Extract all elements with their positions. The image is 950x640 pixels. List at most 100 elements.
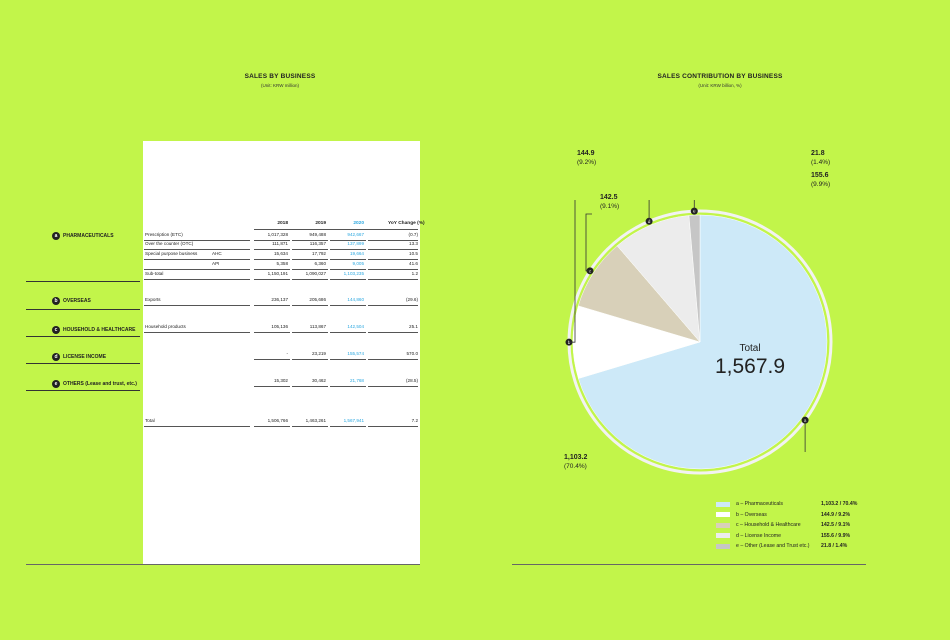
- leader-c: [585, 213, 592, 272]
- legend-label-a: a – Pharmaceuticals: [736, 501, 783, 507]
- row-6-label-rule: [144, 332, 250, 333]
- row-1-rule-3: [368, 249, 418, 250]
- callout-a-percent: (70.4%): [564, 463, 587, 470]
- legend-item-b: b – Overseas 144.9 / 9.2%: [716, 512, 850, 518]
- sales-contribution-unit: (Unit: KRW billion, %): [698, 83, 742, 88]
- callout-d-percent: (9.9%): [811, 181, 831, 188]
- row-5-yoy: (29.6): [405, 297, 418, 302]
- pie-slice-e: [688, 214, 701, 343]
- sales-by-business-title: SALES BY BUSINESS: [244, 73, 316, 80]
- callout-c-percent: (9.1%): [600, 203, 620, 210]
- row-2-label: Special purpose business: [145, 251, 198, 256]
- sales-contribution-title: SALES CONTRIBUTION BY BUSINESS: [657, 73, 783, 80]
- row-2-v2019: 17,792: [311, 251, 326, 256]
- row-9-label: Total: [145, 418, 155, 423]
- row-4-rule-0: [254, 279, 290, 280]
- leader-d: [648, 200, 650, 222]
- row-7-yoy: 570.0: [406, 351, 419, 356]
- row-2-rule-0: [254, 259, 290, 260]
- row-2-v2020: 19,664: [349, 251, 364, 256]
- row-6-rule-2: [330, 332, 366, 333]
- header-v2018: 2018: [277, 221, 288, 226]
- row-6-v2019: 113,867: [309, 324, 326, 329]
- row-4-v2020: 1,103,235: [343, 271, 364, 276]
- category-a-marker: a: [52, 232, 60, 240]
- row-7-v2019: 23,219: [311, 351, 326, 356]
- header-v2019: 2019: [315, 221, 326, 226]
- row-0-rule-0: [254, 240, 290, 241]
- row-2-label-rule: [144, 259, 250, 260]
- header-yoy: YoY Change (%): [388, 221, 425, 226]
- row-6-v2020: 142,504: [347, 324, 364, 329]
- legend-label-e: e – Other (Lease and Trust etc.): [736, 543, 810, 549]
- row-4-v2018: 1,150,191: [267, 271, 288, 276]
- legend-value-a: 1,103.2 / 70.4%: [821, 501, 858, 507]
- row-9-v2019: 1,463,261: [305, 418, 326, 423]
- pie-total-value: 1,567.9: [714, 355, 786, 378]
- row-2-sublabel: AHC: [212, 251, 222, 256]
- row-0-v2020: 942,667: [347, 232, 364, 237]
- callout-b-percent: (9.2%): [577, 159, 597, 166]
- row-9-v2020: 1,567,941: [343, 418, 364, 423]
- row-7-rule-1: [292, 359, 328, 360]
- row-1-rule-2: [330, 249, 366, 250]
- row-0-rule-1: [292, 240, 328, 241]
- row-5-rule-0: [254, 305, 290, 306]
- row-3-rule-3: [368, 269, 418, 270]
- header-v2020: 2020: [353, 221, 364, 226]
- category-b-label: OVERSEAS: [63, 298, 91, 304]
- row-3-v2018: 5,358: [276, 261, 289, 266]
- row-4-label-rule: [144, 279, 250, 280]
- row-9-rule-2: [330, 426, 366, 427]
- row-8-v2020: 21,768: [349, 378, 364, 383]
- row-8-yoy: (28.5): [405, 378, 418, 383]
- right-baseline: [512, 564, 866, 565]
- category-b: b OVERSEAS: [52, 297, 91, 305]
- legend-value-c: 142.5 / 9.1%: [821, 522, 851, 528]
- row-5-rule-1: [292, 305, 328, 306]
- row-6-v2018: 105,136: [271, 324, 288, 329]
- row-0-rule-3: [368, 240, 418, 241]
- row-4-rule-1: [292, 279, 328, 280]
- row-3-label-rule: [144, 269, 250, 270]
- row-3-v2019: 6,360: [314, 261, 327, 266]
- leader-e: [693, 200, 695, 212]
- row-1-v2018: 111,871: [272, 241, 288, 246]
- category-e: e OTHERS (Lease and trust, etc.): [52, 380, 137, 388]
- row-3-yoy: 41.6: [409, 261, 418, 266]
- row-8-rule-2: [330, 386, 366, 387]
- table-sheet: [143, 141, 420, 565]
- row-1-label: Over the counter (OTC): [145, 241, 194, 246]
- row-2-rule-1: [292, 259, 328, 260]
- pie-marker-d-dot: [645, 217, 653, 225]
- row-2-rule-2: [330, 259, 366, 260]
- pie-total-label: Total: [739, 343, 761, 354]
- row-4-rule-3: [368, 279, 418, 280]
- row-8-rule-3: [368, 386, 418, 387]
- row-1-yoy: 13.3: [409, 241, 418, 246]
- row-0-label-rule: [144, 240, 250, 241]
- row-3-rule-1: [292, 269, 328, 270]
- row-3-rule-0: [254, 269, 290, 270]
- pie-marker-d-letter: d: [648, 219, 651, 224]
- row-0-v2019: 949,488: [309, 232, 326, 237]
- row-9-v2018: 1,506,766: [267, 418, 288, 423]
- row-6-rule-1: [292, 332, 328, 333]
- legend-value-d: 155.6 / 9.9%: [821, 532, 851, 539]
- pie-marker-e-dot: [690, 207, 698, 215]
- row-7-v2020: 155,574: [347, 351, 364, 356]
- row-5-label: Exports: [145, 297, 161, 302]
- left-baseline: [26, 564, 420, 565]
- row-1-v2019: 116,357: [309, 241, 326, 246]
- row-8-rule-1: [292, 386, 328, 387]
- legend-item-a: a – Pharmaceuticals 1,103.2 / 70.4%: [716, 501, 857, 507]
- header-rule: [254, 229, 418, 230]
- row-3-rule-2: [330, 269, 366, 270]
- row-0-label: Prescription (ETC): [145, 232, 183, 237]
- category-a-label: PHARMACEUTICALS: [63, 233, 114, 239]
- callout-e-value: 21.8: [811, 150, 825, 157]
- row-6-yoy: 25.1: [409, 324, 418, 329]
- row-6-label: Household products: [145, 324, 186, 329]
- row-7-rule-0: [254, 359, 290, 360]
- row-0-v2018: 1,017,328: [267, 232, 288, 237]
